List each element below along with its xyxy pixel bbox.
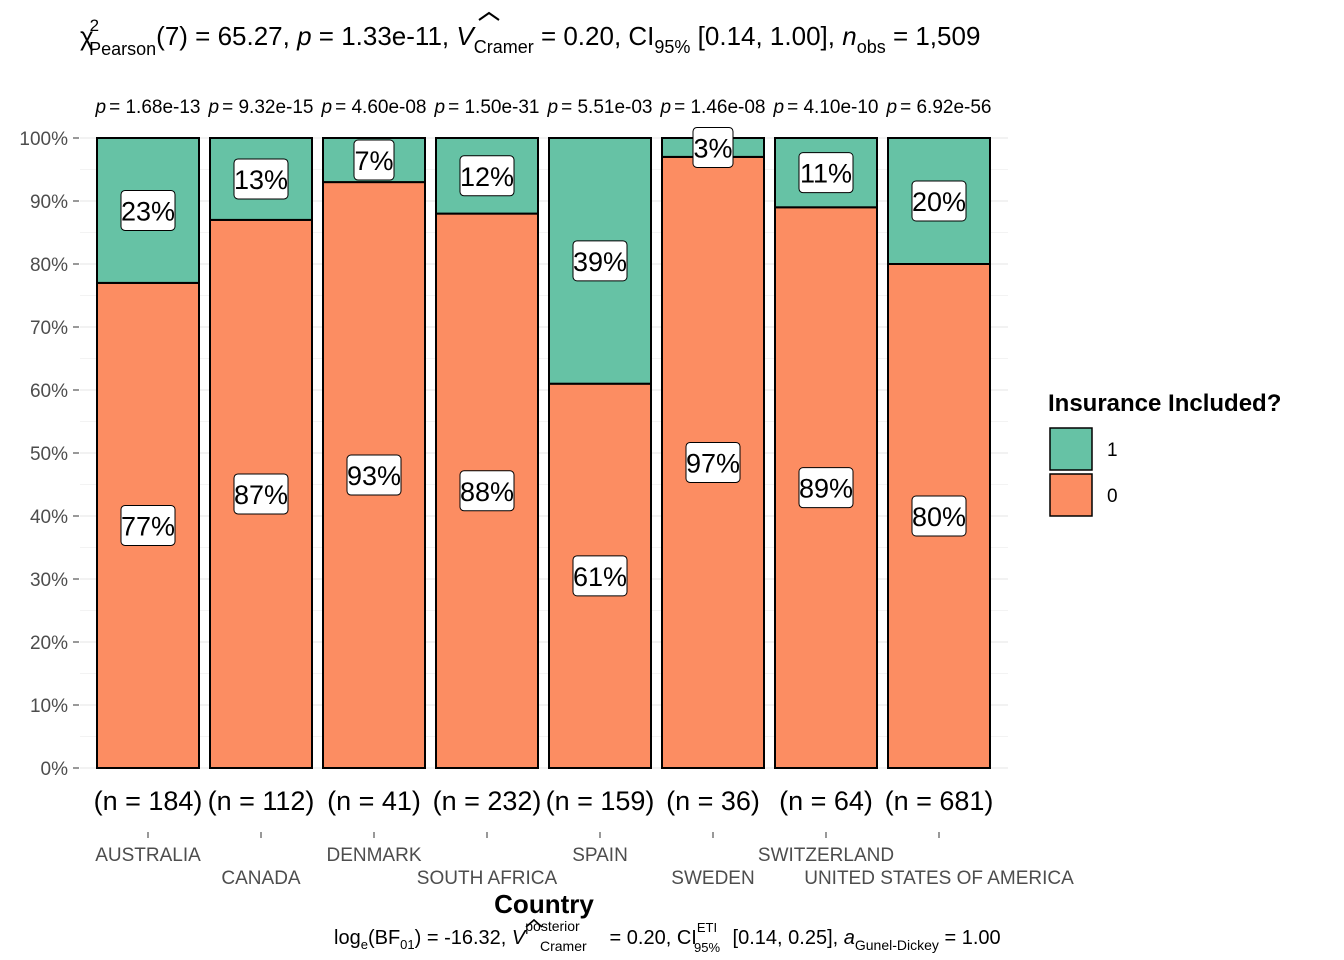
data-label: 61% [573, 562, 627, 592]
data-label-box [346, 454, 402, 496]
data-label-box [572, 555, 628, 597]
chart-subtitle: loge(BF01) = -16.32, Vposterior Cramer = … [334, 918, 1001, 955]
legend: Insurance Included? 1 0 [1048, 390, 1281, 517]
y-tick-label: 90% [30, 192, 68, 213]
y-tick-label: 100% [19, 129, 68, 150]
count-label: (n = 681) [885, 786, 994, 816]
p-value-label: p = 4.10e-10 [773, 97, 879, 118]
y-tick-label: 0% [41, 759, 69, 780]
y-tick-label: 10% [30, 696, 68, 717]
data-label-box [233, 473, 289, 515]
data-label-box [685, 441, 741, 483]
x-tick-label: AUSTRALIA [95, 845, 201, 866]
p-value-label: p = 6.92e-56 [886, 97, 992, 118]
p-value-label: p = 1.68e-13 [95, 97, 201, 118]
data-label-box [233, 158, 289, 200]
data-label: 77% [121, 511, 175, 541]
count-label: (n = 41) [327, 786, 421, 816]
legend-label: 1 [1107, 440, 1118, 461]
legend-swatch [1049, 473, 1093, 517]
data-label-box [572, 240, 628, 282]
data-label-box [120, 189, 176, 231]
data-label: 80% [912, 502, 966, 532]
data-label: 13% [234, 165, 288, 195]
data-label: 97% [686, 448, 740, 478]
count-label: (n = 112) [208, 786, 315, 816]
data-label-box [911, 495, 967, 537]
data-label: 3% [693, 133, 732, 163]
x-tick-label: SOUTH AFRICA [417, 868, 558, 889]
plot-area: 0% 10% 20% 30% 40% 50% 60% 70% 80% 90% 100% 77% 23% p… [19, 97, 1074, 889]
y-tick-label: 60% [30, 381, 68, 402]
data-label-box [911, 180, 967, 222]
hat-icon [478, 11, 500, 21]
legend-label: 0 [1107, 486, 1118, 507]
p-value-label: p = 4.60e-08 [321, 97, 427, 118]
data-label: 88% [460, 477, 514, 507]
data-label-box [459, 470, 515, 512]
x-tick-label: SWITZERLAND [758, 845, 894, 866]
chart-title: χ2 Pearson(7) = 65.27, p = 1.33e-11, VCra… [80, 16, 980, 59]
x-tick-label: SPAIN [572, 845, 628, 866]
data-label: 93% [347, 461, 401, 491]
data-label: 23% [121, 196, 175, 226]
p-value-label: p = 5.51e-03 [547, 97, 653, 118]
data-label: 7% [354, 146, 393, 176]
y-tick-label: 20% [30, 633, 68, 654]
p-value-label: p = 1.50e-31 [434, 97, 540, 118]
data-label-box [120, 504, 176, 546]
data-label: 20% [912, 187, 966, 217]
data-label: 89% [799, 474, 853, 504]
x-tick-label: UNITED STATES OF AMERICA [804, 868, 1074, 889]
count-label: (n = 184) [94, 786, 203, 816]
data-label: 87% [234, 480, 288, 510]
count-label: (n = 232) [433, 786, 542, 816]
hat-icon [525, 918, 543, 928]
data-label-box [692, 126, 734, 168]
y-tick-label: 80% [30, 255, 68, 276]
count-label: (n = 36) [666, 786, 760, 816]
y-tick-label: 30% [30, 570, 68, 591]
data-label-box [798, 467, 854, 509]
data-label: 39% [573, 247, 627, 277]
x-tick-label: CANADA [221, 868, 301, 889]
data-label-box [798, 152, 854, 194]
y-tick-label: 70% [30, 318, 68, 339]
data-label: 12% [460, 162, 514, 192]
data-label-box [353, 139, 395, 181]
x-tick-label: DENMARK [326, 845, 421, 866]
x-tick-label: SWEDEN [671, 868, 754, 889]
data-label: 11% [800, 159, 852, 189]
count-label: (n = 159) [546, 786, 655, 816]
data-label-box [459, 155, 515, 197]
p-value-label: p = 1.46e-08 [660, 97, 766, 118]
legend-swatch [1049, 427, 1093, 471]
x-axis-title: Country [494, 889, 594, 919]
y-tick-label: 50% [30, 444, 68, 465]
p-value-label: p = 9.32e-15 [208, 97, 314, 118]
legend-title: Insurance Included? [1048, 390, 1281, 417]
y-tick-label: 40% [30, 507, 68, 528]
count-label: (n = 64) [779, 786, 873, 816]
